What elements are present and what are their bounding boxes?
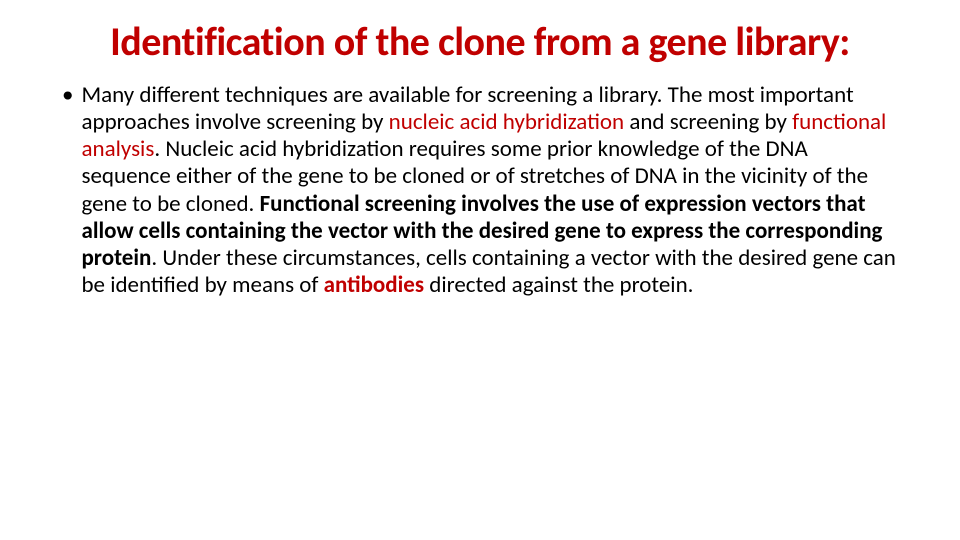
text-segment: directed against the protein. [429,271,693,299]
text-segment-highlight-bold: antibodies [324,271,430,299]
bullet-item: • Many different techniques are availabl… [60,82,900,299]
text-segment: and screening by [629,108,792,136]
slide: Identification of the clone from a gene … [0,0,960,540]
slide-body: • Many different techniques are availabl… [60,82,900,299]
text-segment-highlight: nucleic acid hybridization [389,108,630,136]
bullet-text: Many different techniques are available … [81,82,900,299]
bullet-marker: • [60,82,81,109]
slide-title: Identification of the clone from a gene … [60,20,900,64]
